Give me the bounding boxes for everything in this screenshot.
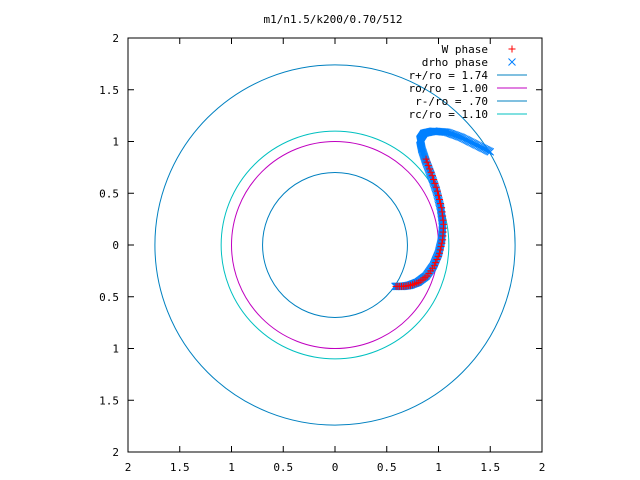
- x-tick-label: 2: [539, 461, 546, 474]
- y-tick-label: 0.5: [99, 291, 119, 304]
- legend-marker: [508, 58, 516, 66]
- x-tick-label: 1: [435, 461, 442, 474]
- drho-point: [486, 147, 495, 156]
- w-point: [426, 165, 434, 173]
- y-tick-label: 1: [112, 136, 119, 149]
- y-tick-label: 2: [112, 32, 119, 45]
- w-point: [440, 220, 448, 228]
- x-tick-label: 1.5: [480, 461, 500, 474]
- w-point: [428, 172, 436, 180]
- y-tick-label: 1.5: [99, 84, 119, 97]
- x-tick-label: 0.5: [377, 461, 397, 474]
- x-tick-label: 0.5: [273, 461, 293, 474]
- w-point: [436, 246, 444, 254]
- legend-label: drho phase: [422, 56, 488, 69]
- y-tick-label: 2: [112, 446, 119, 459]
- w-point: [436, 195, 444, 203]
- y-tick-label: 1: [112, 343, 119, 356]
- w-point: [434, 252, 442, 260]
- y-tick-label: 0: [112, 239, 119, 252]
- w-point: [438, 204, 446, 212]
- series-layer: [154, 64, 516, 426]
- w-point: [439, 216, 447, 224]
- legend-label: r+/ro = 1.74: [409, 69, 489, 82]
- legend-label: W phase: [442, 43, 488, 56]
- w-point: [432, 259, 440, 267]
- w-point: [431, 179, 439, 187]
- legend-marker: [508, 45, 516, 53]
- w-point: [437, 200, 445, 208]
- w-point: [423, 158, 431, 166]
- x-tick-label: 1.5: [170, 461, 190, 474]
- w-point: [438, 239, 446, 247]
- w-point: [432, 183, 440, 191]
- w-point: [422, 155, 430, 163]
- x-tick-label: 0: [332, 461, 339, 474]
- y-tick-label: 0.5: [99, 187, 119, 200]
- w-point: [435, 191, 442, 199]
- w-point: [436, 249, 444, 257]
- legend-label: ro/ro = 1.00: [409, 82, 488, 95]
- w-point: [438, 208, 446, 216]
- w-point: [424, 162, 432, 170]
- x-tick-label: 1: [228, 461, 235, 474]
- y-tick-label: 1.5: [99, 394, 119, 407]
- w-point: [433, 255, 441, 263]
- w-point: [430, 176, 438, 184]
- w-point: [430, 262, 438, 270]
- chart-title: m1/n1.5/k200/0.70/512: [263, 13, 402, 26]
- reference-circle: [262, 172, 408, 318]
- reference-circle: [154, 64, 516, 426]
- axis-layer: 2 1.5 1 0.5 0 0.5 1 1.5 221.510.500.511.52: [99, 32, 545, 474]
- w-point: [427, 168, 435, 176]
- legend-label: rc/ro = 1.10: [409, 108, 488, 121]
- x-tick-label: 2: [125, 461, 132, 474]
- legend-label: r-/ro = .70: [415, 95, 488, 108]
- w-point: [439, 212, 447, 220]
- reference-circle: [220, 130, 450, 360]
- w-point: [433, 187, 441, 195]
- w-point: [437, 243, 445, 251]
